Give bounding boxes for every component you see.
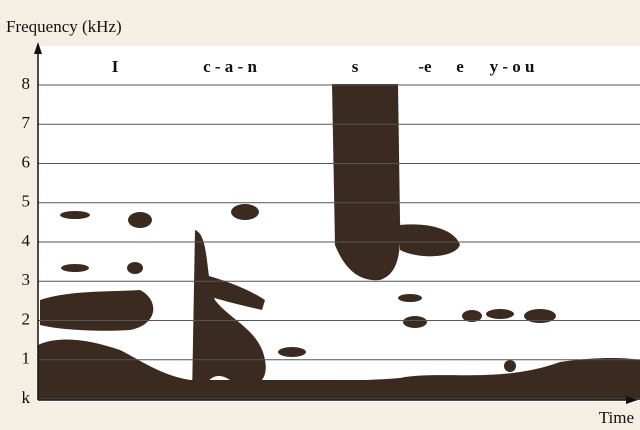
- phoneme-annotation: s: [352, 57, 359, 76]
- phoneme-annotation: y - o u: [490, 57, 535, 76]
- y-axis-label: Frequency (kHz): [6, 17, 122, 36]
- y-tick-label: 4: [22, 231, 31, 250]
- phoneme-annotation: I: [112, 57, 119, 76]
- y-tick-label: 5: [22, 192, 31, 211]
- y-tick-label: 2: [22, 309, 31, 328]
- y-tick-label: 3: [22, 270, 31, 289]
- y-tick-label: 7: [22, 113, 31, 132]
- y-tick-label: k: [22, 388, 31, 407]
- y-tick-label: 1: [22, 349, 31, 368]
- y-tick-label: 6: [22, 152, 31, 171]
- phoneme-annotation: -e: [418, 57, 432, 76]
- x-axis-label: Time: [599, 408, 634, 427]
- phoneme-annotation: c - a - n: [203, 57, 257, 76]
- chart: Frequency (kHz) Time k 1 2 3 4 5 6 7 8 Ic - a - n…: [0, 0, 640, 430]
- y-tick-label: 8: [22, 74, 31, 93]
- phoneme-annotation: e: [456, 57, 464, 76]
